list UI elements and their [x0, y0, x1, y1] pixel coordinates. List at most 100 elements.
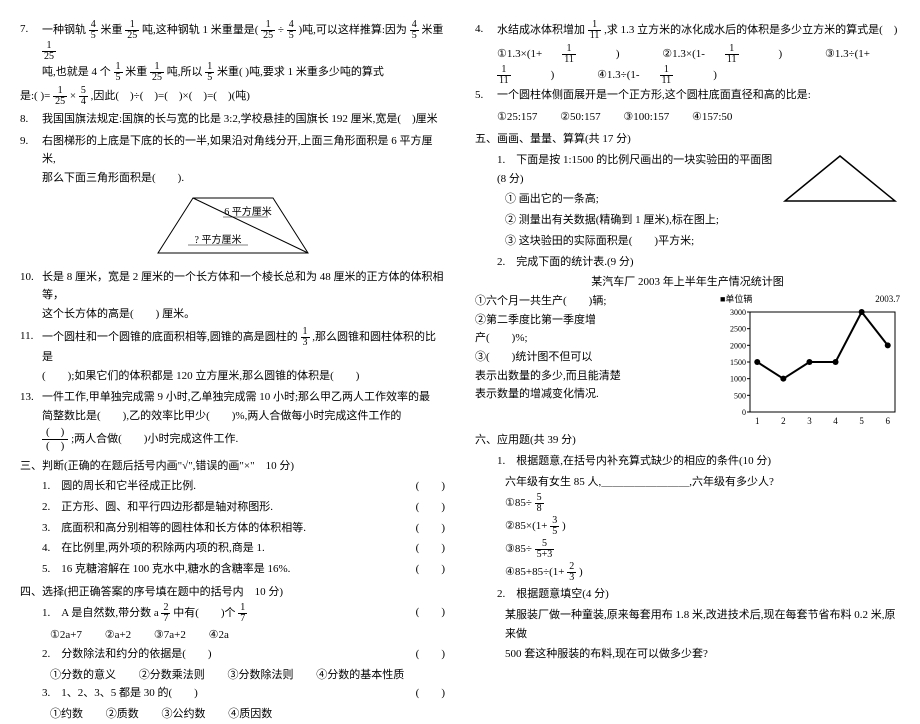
t: 底面积和高分别相等的圆柱体和长方体的体积相等.: [61, 522, 306, 534]
t: 中有( )个: [173, 607, 235, 619]
t: ①六个月一共生产( )辆;: [475, 292, 710, 311]
q10: 10. 长是 8 厘米，宽是 2 厘米的一个长方体和一个棱长总和为 48 厘米的…: [20, 268, 445, 324]
e2: ②85×(1+ 35 ): [475, 516, 900, 537]
c2: 2. 分数除法和约分的依据是( )( ): [20, 645, 445, 664]
j1: 1. 圆的周长和它半径成正比例.( ): [20, 477, 445, 496]
t: 一种钢轨: [42, 24, 86, 36]
t: 长是 8 厘米，宽是 2 厘米的一个长方体和一个棱长总和为 48 厘米的正方体的…: [42, 271, 444, 302]
t: ③85÷: [505, 543, 532, 555]
a2a: 某服装厂做一种童装,原来每套用布 1.8 米,改进技术后,现在每套节省布料 0.…: [475, 606, 900, 643]
o: ④2a: [209, 629, 229, 641]
t: ): [579, 566, 583, 578]
a2b: 500 套这种服装的布料,现在可以做多少套?: [475, 645, 900, 664]
no: 9.: [20, 132, 42, 188]
t: ④85+85÷(1+: [505, 566, 564, 578]
t: 长是 8 厘米，宽是 2 厘米的一个长方体和一个棱长总和为 48 厘米的正方体的…: [42, 268, 445, 324]
t: 一件工作,甲单独完成需 9 小时,乙单独完成需 10 小时;那么甲乙两人工作效率…: [42, 391, 430, 403]
svg-text:3: 3: [807, 416, 812, 426]
q7-no: 7.: [20, 20, 42, 83]
t: 米重: [125, 66, 147, 78]
chart-title: 某汽车厂 2003 年上半年生产情况统计图: [475, 273, 900, 292]
d1c: ③ 这块验田的实际面积是( )平方米;: [475, 232, 900, 251]
svg-text:2: 2: [781, 416, 786, 426]
t: 是:(: [20, 90, 38, 102]
t: 这个长方体的高是( ) 厘米。: [42, 308, 195, 320]
svg-text:4: 4: [833, 416, 838, 426]
svg-text:6: 6: [886, 416, 891, 426]
no: 4.: [475, 20, 497, 41]
t: 16 克糖溶解在 100 克水中,糖水的含糖率是 16%.: [61, 563, 290, 575]
o: ③分数除法则: [228, 669, 294, 681]
t: 我国国旗法规定:国旗的长与宽的比是 3:2,学校悬挂的国旗长 192 厘米,宽是…: [42, 110, 445, 129]
o: ①分数的意义: [50, 669, 116, 681]
t: 下面是按 1:1500 的比例尺画出的一块实验田的平面图 (8 分): [497, 154, 794, 185]
chart-svg-wrap: ■单位辆 2003.7 3000250020001500100050001234…: [720, 292, 900, 427]
q9: 9. 右图梯形的上底是下底的长的一半,如果沿对角线分开,上面三角形面积是 6 平…: [20, 132, 445, 188]
no: 11.: [20, 327, 42, 385]
triangle-figure: [780, 151, 900, 206]
t: )=: [40, 90, 50, 102]
t: 水结成冰体积增加 111 ,求 1.3 立方米的冰化成水后的体积是多少立方米的算…: [497, 20, 900, 41]
q13: 13. 一件工作,甲单独完成需 9 小时,乙单独完成需 10 小时;那么甲乙两人…: [20, 388, 445, 452]
rq4-opts: ①1.3×(1+111) ②1.3×(1-111) ③1.3÷(1+111) ④…: [475, 44, 900, 86]
svg-text:0: 0: [742, 408, 746, 417]
o: ③7a+2: [154, 629, 186, 641]
frac: 125: [53, 86, 67, 107]
line-chart: 300025002000150010005000123456: [720, 307, 900, 427]
j2: 2. 正方形、圆、和平行四边形都是轴对称图形.( ): [20, 498, 445, 517]
trapezoid-svg: 6 平方厘米 ? 平方厘米: [133, 193, 333, 263]
frac: 125: [261, 20, 275, 41]
t: 圆的周长和它半径成正比例.: [61, 480, 196, 492]
t: ( );如果它们的体积都是 120 立方厘米,那么圆锥的体积是( ): [42, 370, 359, 382]
t: )吨,可以这样推算:因为: [298, 24, 406, 36]
date: 2003.7: [875, 292, 900, 307]
frac: 45: [410, 20, 419, 41]
t: 一个圆柱和一个圆锥的底面积相等,圆锥的高是圆柱的: [42, 331, 298, 343]
c1: 1. A 是自然数,带分数 a 27 中有( )个 17 ( ): [20, 603, 445, 624]
e1: ①85÷ 58: [475, 493, 900, 514]
trap-bottom: ? 平方厘米: [194, 233, 241, 246]
frac: 125: [125, 20, 139, 41]
section-5: 五、画画、量量、算算(共 17 分): [475, 130, 900, 149]
o: ④1.3÷(1-111): [597, 69, 737, 81]
frac: 45: [287, 20, 296, 41]
q7-text: 一种钢轨 45 米重 125 吨,这种钢轨 1 米重量是( 125 ÷ 45 )…: [42, 20, 445, 83]
no: 5.: [475, 86, 497, 105]
no: 8.: [20, 110, 42, 129]
rq5-opts: ①25:157 ②50:157 ③100:157 ④157:50: [475, 108, 900, 127]
frac: 17: [238, 603, 247, 624]
svg-text:1500: 1500: [730, 358, 746, 367]
d2: 2. 完成下面的统计表.(9 分): [475, 253, 900, 272]
paren: ( ): [416, 684, 445, 703]
frac: 27: [161, 603, 170, 624]
no: 13.: [20, 388, 42, 452]
o: ④157:50: [692, 111, 732, 123]
a1a: 六年级有女生 85 人,＿＿＿＿＿＿＿＿,六年级有多少人?: [475, 473, 900, 492]
paren: ( ): [416, 560, 445, 579]
left-column: 7. 一种钢轨 45 米重 125 吨,这种钢轨 1 米重量是( 125 ÷ 4…: [20, 20, 445, 610]
t: 米重: [101, 24, 123, 36]
t: ①85÷: [505, 497, 532, 509]
o: ②50:157: [560, 111, 600, 123]
d1: 1. 下面是按 1:1500 的比例尺画出的一块实验田的平面图 (8 分): [475, 151, 900, 188]
o: ②1.3×(1-111): [662, 48, 802, 60]
frac: 125: [42, 41, 56, 62]
t: 产( )%;: [475, 329, 710, 348]
o: ④分数的基本性质: [316, 669, 404, 681]
frac: 45: [89, 20, 98, 41]
chart-text: ①六个月一共生产( )辆; ②第二季度比第一季度增 产( )%; ③( )统计图…: [475, 292, 710, 427]
t: )吨,要求 1 米重多少吨的算式: [245, 66, 383, 78]
frac: 55+3: [535, 539, 555, 560]
o: ①25:157: [497, 111, 537, 123]
t: 根据题意,在括号内补充算式缺少的相应的条件(10 分): [516, 455, 771, 467]
t: 1、2、3、5 都是 30 的( ): [61, 687, 198, 699]
paren: ( ): [416, 519, 445, 538]
t: 根据题意填空(4 分): [516, 588, 609, 600]
rq4: 4. 水结成冰体积增加 111 ,求 1.3 立方米的冰化成水后的体积是多少立方…: [475, 20, 900, 41]
svg-text:2000: 2000: [730, 342, 746, 351]
q11: 11. 一个圆柱和一个圆锥的底面积相等,圆锥的高是圆柱的 13 ,那么圆锥和圆柱…: [20, 327, 445, 385]
o: ③公约数: [162, 708, 206, 720]
t: ;两人合做( )小时完成这件工作.: [71, 433, 238, 445]
e3: ③85÷ 55+3: [475, 539, 900, 560]
t: 一个圆柱和一个圆锥的底面积相等,圆锥的高是圆柱的 13 ,那么圆锥和圆柱体积的比…: [42, 327, 445, 385]
